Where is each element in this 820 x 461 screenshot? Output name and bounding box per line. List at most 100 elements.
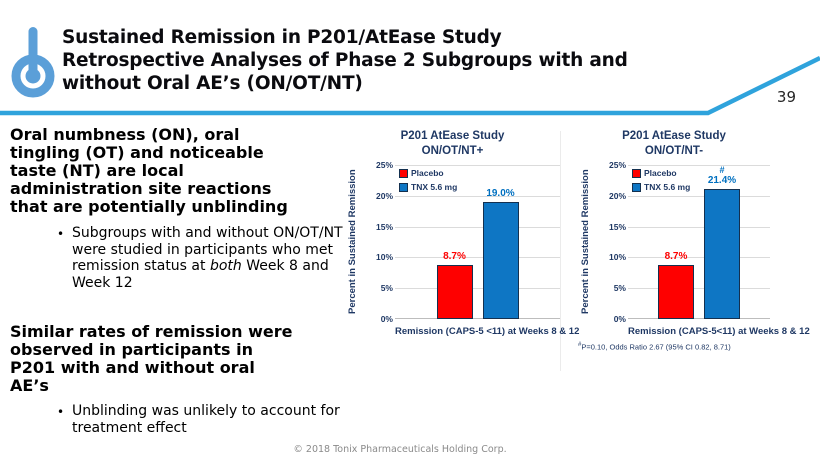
- gridline: [395, 288, 560, 290]
- x-axis-line: [628, 318, 770, 319]
- tonix-power-button-icon: [10, 27, 56, 99]
- bullet-unblinding: • Unblinding was unlikely to account for…: [57, 403, 344, 436]
- legend: Placebo TNX 5.6 mg: [632, 168, 690, 196]
- gridline: [628, 195, 770, 197]
- heading1-line: tingling (OT) and noticeable: [10, 143, 264, 162]
- slide-title-line-2: Retrospective Analyses of Phase 2 Subgro…: [62, 50, 628, 71]
- bullet1-text-before: Subgroups with and without ON/OT/NT were…: [72, 225, 343, 274]
- footnote-text: P=0.10, Odds Ratio 2.67 (95% CI 0.82, 8.…: [581, 342, 731, 352]
- chart-onotnt-minus: P201 AtEase Study ON/OT/NT- Percent in S…: [578, 129, 810, 352]
- gridline: [395, 195, 560, 197]
- bar-column-tnx: 19.0%: [482, 165, 519, 319]
- heading1-line: Oral numbness (ON), oral: [10, 125, 240, 144]
- y-tick: 0%: [380, 314, 393, 324]
- page-number: 39: [776, 88, 796, 106]
- y-axis-label: Percent in Sustained Remission: [580, 169, 591, 315]
- gridline: [395, 226, 560, 228]
- legend-label: Placebo: [644, 168, 677, 178]
- legend-swatch-placebo: [632, 168, 641, 178]
- bar-annotation: #: [719, 165, 725, 175]
- y-tick: 25%: [608, 160, 626, 170]
- chart-title: P201 AtEase Study: [400, 130, 505, 142]
- gridline: [628, 226, 770, 228]
- x-axis-line: [395, 318, 560, 319]
- y-tick: 10%: [375, 252, 393, 263]
- y-axis-label: Percent in Sustained Remission: [347, 169, 358, 315]
- bar-value-label: 19.0%: [486, 187, 515, 199]
- chart-footnote: #P=0.10, Odds Ratio 2.67 (95% CI 0.82, 8…: [578, 342, 770, 352]
- bullet-dot: •: [57, 227, 65, 241]
- gridline: [628, 165, 770, 166]
- legend-label: TNX 5.6 mg: [644, 182, 691, 192]
- bar-placebo: [436, 265, 473, 319]
- bar-column-placebo: 8.7%: [658, 165, 694, 319]
- bullet-subgroups: • Subgroups with and without ON/OT/NT we…: [57, 225, 344, 291]
- legend-item-tnx: TNX 5.6 mg: [399, 182, 457, 192]
- bullet-list-1: • Subgroups with and without ON/OT/NT we…: [10, 225, 344, 291]
- y-tick: 10%: [608, 252, 626, 263]
- y-axis-ticks: 25% 20% 15% 10% 5% 0%: [594, 160, 628, 324]
- gridline: [395, 257, 560, 259]
- chart-subtitle: ON/OT/NT+: [421, 145, 484, 157]
- bar-value-label: 8.7%: [664, 251, 688, 263]
- power-icon-svg: [11, 27, 55, 98]
- bullet1-text-after: Week 8 and Week 12: [72, 258, 329, 291]
- bar-column-placebo: 8.7%: [436, 165, 473, 319]
- heading-oral-reactions: Oral numbness (ON), oral tingling (OT) a…: [10, 126, 344, 216]
- y-axis-ticks: 25% 20% 15% 10% 5% 0%: [361, 160, 395, 324]
- left-text-panel: Oral numbness (ON), oral tingling (OT) a…: [10, 126, 344, 436]
- bar-placebo: [658, 265, 694, 319]
- footnote-superscript: #: [578, 342, 582, 348]
- bar-tnx: [704, 189, 740, 319]
- bar-value-label: 21.4%: [707, 175, 737, 186]
- x-axis-label: Remission (CAPS-5<11) at Weeks 8 & 12: [628, 326, 810, 337]
- chart-divider-line: [560, 131, 561, 371]
- copyright-footer: © 2018 Tonix Pharmaceuticals Holding Cor…: [293, 444, 507, 455]
- bar-group: 8.7% 19.0%: [395, 165, 560, 319]
- chart-title: P201 AtEase Study: [622, 130, 726, 142]
- heading2-line: observed in participants in: [10, 340, 253, 359]
- y-tick: 5%: [380, 283, 393, 294]
- legend-swatch-tnx: [399, 182, 408, 192]
- legend-swatch-tnx: [632, 182, 641, 192]
- bullet2-text: Unblinding was unlikely to account for t…: [72, 403, 340, 436]
- heading2-line: P201 with and without oral: [10, 358, 255, 377]
- bar-column-tnx: # 21.4%: [704, 165, 740, 319]
- y-tick: 15%: [375, 221, 393, 232]
- x-axis-label: Remission (CAPS-5 <11) at Weeks 8 & 12: [395, 326, 580, 337]
- gridline: [395, 165, 560, 166]
- bar-tnx: [482, 201, 519, 319]
- legend-item-tnx: TNX 5.6 mg: [632, 182, 690, 192]
- y-tick: 5%: [613, 283, 626, 294]
- y-tick: 0%: [613, 314, 626, 324]
- legend-item-placebo: Placebo: [399, 168, 457, 178]
- y-tick: 25%: [375, 160, 393, 170]
- bar-value-label: 8.7%: [443, 251, 466, 263]
- chart-onotnt-plus: P201 AtEase Study ON/OT/NT+ Percent in S…: [345, 129, 580, 337]
- bullet-dot: •: [57, 405, 65, 419]
- y-tick: 20%: [608, 190, 626, 201]
- slide-title: Sustained Remission in P201/AtEase Study…: [62, 26, 807, 95]
- y-tick: 20%: [375, 190, 393, 201]
- legend-item-placebo: Placebo: [632, 168, 690, 178]
- heading2-line: Similar rates of remission were: [10, 322, 293, 341]
- bar-group: 8.7% # 21.4%: [628, 165, 770, 319]
- plot-area: Placebo TNX 5.6 mg 8.7% # 21.: [628, 165, 770, 319]
- heading1-line: taste (NT) are local: [10, 161, 184, 180]
- gridline: [628, 288, 770, 290]
- plot-area: Placebo TNX 5.6 mg 8.7% 19.0: [395, 165, 560, 319]
- slide-title-line-3: without Oral AE’s (ON/OT/NT): [62, 73, 363, 94]
- legend-label: TNX 5.6 mg: [411, 182, 458, 192]
- y-tick: 15%: [608, 221, 626, 232]
- legend: Placebo TNX 5.6 mg: [399, 168, 457, 196]
- chart-subtitle: ON/OT/NT-: [644, 145, 704, 157]
- heading-similar-rates: Similar rates of remission were observed…: [10, 323, 344, 395]
- bullet1-italic-word: both: [209, 258, 242, 274]
- heading1-line: that are potentially unblinding: [10, 197, 288, 216]
- legend-label: Placebo: [411, 168, 444, 178]
- slide-title-line-1: Sustained Remission in P201/AtEase Study: [62, 27, 502, 48]
- bullet-list-2: • Unblinding was unlikely to account for…: [10, 403, 344, 436]
- heading1-line: administration site reactions: [10, 179, 272, 198]
- legend-swatch-placebo: [399, 168, 408, 178]
